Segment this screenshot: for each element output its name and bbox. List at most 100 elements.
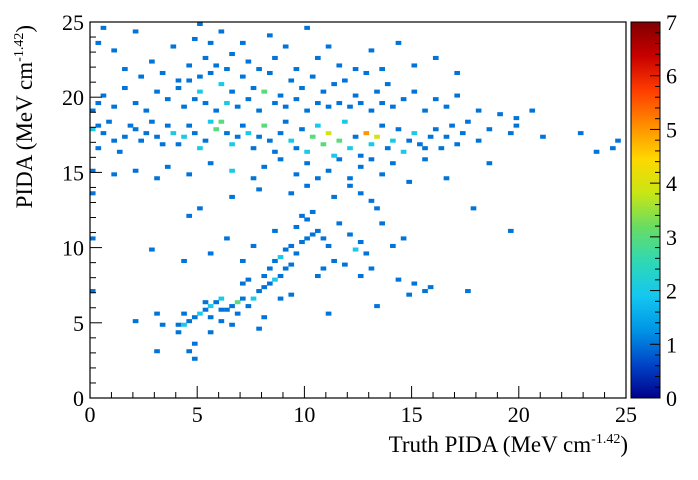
heatmap-cell xyxy=(95,40,102,45)
heatmap-cell xyxy=(127,123,134,128)
heatmap-cell xyxy=(100,93,107,98)
heatmap-cell xyxy=(331,82,337,87)
color-bar-gradient xyxy=(630,21,661,399)
y-tick-label: 5 xyxy=(73,311,84,336)
heatmap-cell xyxy=(390,243,396,248)
heatmap-cell xyxy=(320,266,327,271)
heatmap-cell xyxy=(454,93,461,98)
heatmap-cell xyxy=(256,108,262,113)
heatmap-cell xyxy=(186,63,193,68)
heatmap-cell xyxy=(245,97,252,102)
color-bar: 0 1 2 3 4 5 6 7 xyxy=(630,10,677,411)
heatmap-cell xyxy=(100,131,107,136)
heatmap-cell xyxy=(357,101,364,106)
heatmap-cell xyxy=(507,131,514,136)
heatmap-cell xyxy=(132,319,139,324)
heatmap-cell xyxy=(149,59,155,64)
x-tick-label: 20 xyxy=(508,402,530,427)
heatmap-cell xyxy=(234,300,241,305)
heatmap-cell xyxy=(266,266,273,271)
heatmap-cell xyxy=(304,217,310,222)
x-axis-title-suffix: ) xyxy=(620,432,628,457)
heatmap-cell xyxy=(250,243,257,248)
heatmap-cell xyxy=(261,285,268,290)
heatmap-cell xyxy=(315,176,321,181)
heatmap-cell xyxy=(234,311,241,316)
heatmap-cell xyxy=(186,319,193,324)
heatmap-cell xyxy=(239,296,246,301)
color-bar-label: 6 xyxy=(666,64,677,89)
heatmap-cell xyxy=(282,104,289,109)
heatmap-cell xyxy=(89,191,96,196)
y-axis-title: PIDA (MeV cm-1.42) xyxy=(12,25,37,208)
heatmap-cell xyxy=(213,127,220,132)
heatmap-cell xyxy=(374,89,380,94)
heatmap-cell xyxy=(218,82,225,87)
heatmap-cell xyxy=(175,78,182,83)
color-bar-label: 5 xyxy=(666,117,677,142)
heatmap-cell xyxy=(422,146,428,151)
heatmap-cell xyxy=(325,104,332,109)
heatmap-cell xyxy=(256,67,262,72)
heatmap-cell xyxy=(304,183,310,188)
heatmap-cell xyxy=(181,311,187,316)
heatmap-cell xyxy=(486,127,493,132)
heatmap-cell xyxy=(272,101,278,106)
heatmap-cell xyxy=(261,164,268,169)
y-tick-label: 25 xyxy=(62,10,84,35)
heatmap-cell xyxy=(213,300,220,305)
heatmap-cell xyxy=(207,251,214,256)
heatmap-cell xyxy=(111,48,117,53)
heatmap-cell xyxy=(143,108,150,113)
heatmap-cell xyxy=(282,247,289,252)
y-axis-ticks: 0 5 10 15 20 25 xyxy=(62,10,102,411)
heatmap-cell xyxy=(299,213,305,218)
heatmap-cell xyxy=(218,119,225,124)
plot-frame xyxy=(89,21,627,399)
heatmap-cell xyxy=(202,300,209,305)
heatmap-cell xyxy=(154,134,160,139)
heatmap-cell xyxy=(197,311,203,316)
heatmap-cell xyxy=(224,307,230,312)
x-tick-label: 25 xyxy=(615,402,637,427)
heatmap-cell xyxy=(529,108,536,113)
heatmap-cell xyxy=(325,44,332,49)
heatmap-cell xyxy=(593,149,600,154)
heatmap-cell xyxy=(229,52,235,57)
x-tick-label: 15 xyxy=(401,402,423,427)
heatmap-cell xyxy=(132,168,139,173)
heatmap-cell xyxy=(374,304,380,309)
heatmap-cell xyxy=(202,307,209,312)
heatmap-cell xyxy=(368,198,375,203)
heatmap-cell xyxy=(175,86,182,91)
heatmap-cell xyxy=(229,168,235,173)
heatmap-cell xyxy=(181,322,187,327)
heatmap-cell xyxy=(95,123,102,128)
heatmap-cell xyxy=(234,134,241,139)
heatmap-cell xyxy=(465,289,471,294)
heatmap-cell xyxy=(368,48,375,53)
heatmap-cell xyxy=(475,138,482,143)
heatmap-cell xyxy=(282,119,289,124)
heatmap-cell xyxy=(304,149,310,154)
heatmap-cell xyxy=(315,274,321,279)
heatmap-cell xyxy=(239,40,246,45)
heatmap-cell xyxy=(266,281,273,286)
heatmap-cell xyxy=(175,142,182,147)
heatmap-cell xyxy=(470,206,477,211)
heatmap-cell xyxy=(347,232,353,237)
heatmap-cell xyxy=(342,119,348,124)
heatmap-cell xyxy=(277,274,284,279)
heatmap-cell xyxy=(207,304,214,309)
heatmap-cell xyxy=(122,67,128,72)
heatmap-cell xyxy=(218,296,225,301)
heatmap-cell xyxy=(352,247,359,252)
x-axis-title-main: Truth PIDA (MeV cm xyxy=(389,432,592,457)
heatmap-cell xyxy=(202,101,209,106)
heatmap-cell xyxy=(432,97,439,102)
heatmap-cell xyxy=(164,123,171,128)
heatmap-cell xyxy=(288,138,295,143)
heatmap-cell xyxy=(138,138,145,143)
heatmap-cell xyxy=(266,33,273,38)
heatmap-cell xyxy=(202,138,209,143)
